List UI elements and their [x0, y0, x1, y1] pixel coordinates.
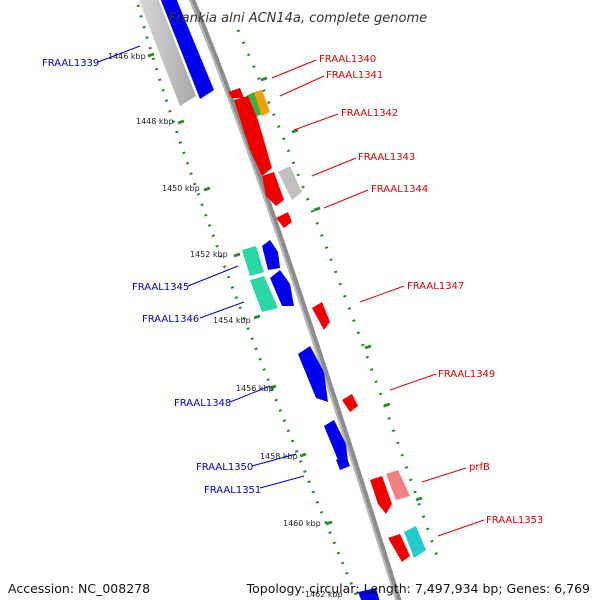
gene-FRAAL1347-feature[interactable] [312, 302, 330, 330]
reverse-tick-track [236, 29, 442, 566]
gene-feature-salmon[interactable] [386, 470, 410, 500]
map-title: Frankia alni ACN14a, complete genome [169, 11, 427, 26]
accession-text: Accession: NC_008278 [8, 581, 151, 596]
gene-feature-red-bottom[interactable] [388, 534, 410, 562]
tick-label-1460: 1460 kbp [283, 519, 321, 528]
label-FRAAL1344[interactable]: FRAAL1344 [371, 184, 428, 195]
tick-label-1462: 1462 kbp [305, 590, 343, 599]
tick-label-1458: 1458 kbp [260, 452, 298, 461]
genome-backbone-highlight [189, 0, 398, 600]
label-FRAAL1353[interactable]: FRAAL1353 [486, 515, 543, 526]
gene-feature-teal-2[interactable] [250, 276, 278, 312]
gene-FRAAL1340-feature[interactable] [228, 88, 244, 98]
gene-FRAAL1353-feature[interactable] [404, 526, 426, 558]
gene-FRAAL1343-feature[interactable] [278, 166, 302, 200]
forward-label-leaders [97, 45, 305, 489]
genome-backbone [188, 0, 402, 600]
label-FRAAL1342[interactable]: FRAAL1342 [341, 108, 398, 119]
gene-FRAAL1346-feature[interactable] [270, 270, 294, 306]
label-FRAAL1348[interactable]: FRAAL1348 [174, 398, 231, 409]
gene-prfB-feature[interactable] [370, 476, 392, 514]
gene-FRAAL1344-feature[interactable] [262, 172, 284, 206]
tick-label-1452: 1452 kbp [190, 250, 228, 259]
gene-FRAAL1342-feature[interactable] [234, 96, 272, 176]
label-FRAAL1347[interactable]: FRAAL1347 [407, 281, 464, 292]
gene-FRAAL1351-feature[interactable] [336, 456, 350, 470]
label-prfB[interactable]: prfB [469, 462, 490, 473]
forward-labels: FRAAL1339 FRAAL1345 FRAAL1346 FRAAL1348 … [42, 58, 261, 496]
tick-label-1446: 1446 kbp [108, 52, 146, 61]
gene-FRAAL1350-feature[interactable] [324, 420, 348, 462]
gene-FRAAL1341-feature[interactable] [254, 90, 270, 116]
gene-FRAAL1349-feature[interactable] [342, 394, 358, 412]
gene-feature-teal-1[interactable] [242, 246, 264, 276]
reverse-label-leaders [271, 59, 485, 537]
label-FRAAL1349[interactable]: FRAAL1349 [438, 369, 495, 380]
label-FRAAL1351[interactable]: FRAAL1351 [204, 485, 261, 496]
tick-label-1454: 1454 kbp [213, 316, 251, 325]
tick-marks [147, 52, 423, 526]
topology-text: Topology: circular; Length: 7,497,934 bp… [246, 581, 590, 596]
label-FRAAL1346[interactable]: FRAAL1346 [142, 314, 199, 325]
tick-labels: 1446 kbp 1448 kbp 1450 kbp 1452 kbp 1454… [108, 52, 343, 599]
label-FRAAL1339[interactable]: FRAAL1339 [42, 58, 99, 69]
reverse-genes [228, 88, 426, 562]
forward-genes [138, 0, 380, 600]
gene-feature-red-small[interactable] [276, 212, 292, 228]
gene-FRAAL1348-feature[interactable] [298, 346, 328, 402]
gene-feature-green[interactable] [246, 92, 262, 118]
label-FRAAL1345[interactable]: FRAAL1345 [132, 282, 189, 293]
gene-FRAAL1345-feature[interactable] [262, 240, 280, 270]
tick-label-1456: 1456 kbp [236, 384, 274, 393]
gene-FRAAL1339-feature[interactable] [160, 0, 214, 99]
forward-tick-track [136, 4, 358, 596]
gene-feature-grey-top[interactable] [138, 0, 196, 106]
label-FRAAL1343[interactable]: FRAAL1343 [358, 152, 415, 163]
tick-label-1450: 1450 kbp [162, 184, 200, 193]
label-FRAAL1350[interactable]: FRAAL1350 [196, 462, 253, 473]
tick-label-1448: 1448 kbp [136, 117, 174, 126]
label-FRAAL1340[interactable]: FRAAL1340 [319, 54, 376, 65]
reverse-labels: FRAAL1340 FRAAL1341 FRAAL1342 FRAAL1343 … [319, 54, 543, 526]
label-FRAAL1341[interactable]: FRAAL1341 [326, 70, 383, 81]
gene-feature-blue-bottom[interactable] [358, 588, 380, 600]
